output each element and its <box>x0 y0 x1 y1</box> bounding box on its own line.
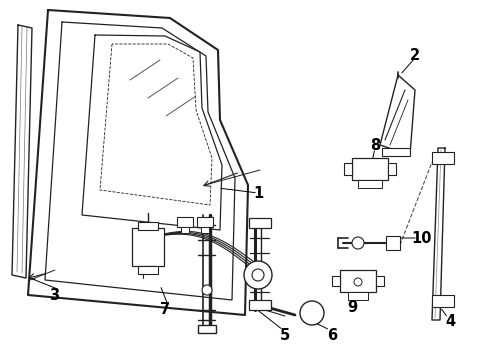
Text: 3: 3 <box>49 288 59 302</box>
Text: 1: 1 <box>253 185 263 201</box>
Text: 9: 9 <box>347 301 357 315</box>
Circle shape <box>354 278 362 286</box>
Bar <box>340 270 376 292</box>
Polygon shape <box>12 25 32 278</box>
Text: 10: 10 <box>412 230 432 246</box>
Bar <box>432 152 454 164</box>
Bar <box>358 180 382 188</box>
Bar <box>432 295 454 307</box>
Bar <box>177 217 193 227</box>
Polygon shape <box>380 75 415 155</box>
Bar <box>249 218 271 228</box>
Circle shape <box>352 237 364 249</box>
Text: 4: 4 <box>445 315 455 329</box>
Bar <box>376 276 384 286</box>
Text: 7: 7 <box>160 302 170 318</box>
Bar <box>181 227 189 233</box>
Polygon shape <box>28 10 248 315</box>
Polygon shape <box>432 148 445 320</box>
Circle shape <box>202 285 212 295</box>
Bar <box>382 148 410 156</box>
Circle shape <box>300 301 324 325</box>
Text: 2: 2 <box>410 48 420 63</box>
Text: 6: 6 <box>327 328 337 342</box>
Text: 8: 8 <box>370 138 380 153</box>
Circle shape <box>252 269 264 281</box>
Bar <box>197 217 213 227</box>
Bar <box>138 222 158 230</box>
Bar <box>138 266 158 274</box>
Bar <box>352 158 388 180</box>
Bar <box>348 292 368 300</box>
Bar <box>332 276 340 286</box>
Bar <box>388 163 396 175</box>
Bar <box>198 325 216 333</box>
Bar <box>344 163 352 175</box>
Bar <box>386 236 400 250</box>
Circle shape <box>244 261 272 289</box>
Bar <box>201 227 209 233</box>
Text: 5: 5 <box>280 328 290 342</box>
Bar <box>132 228 164 266</box>
Bar <box>249 300 271 310</box>
